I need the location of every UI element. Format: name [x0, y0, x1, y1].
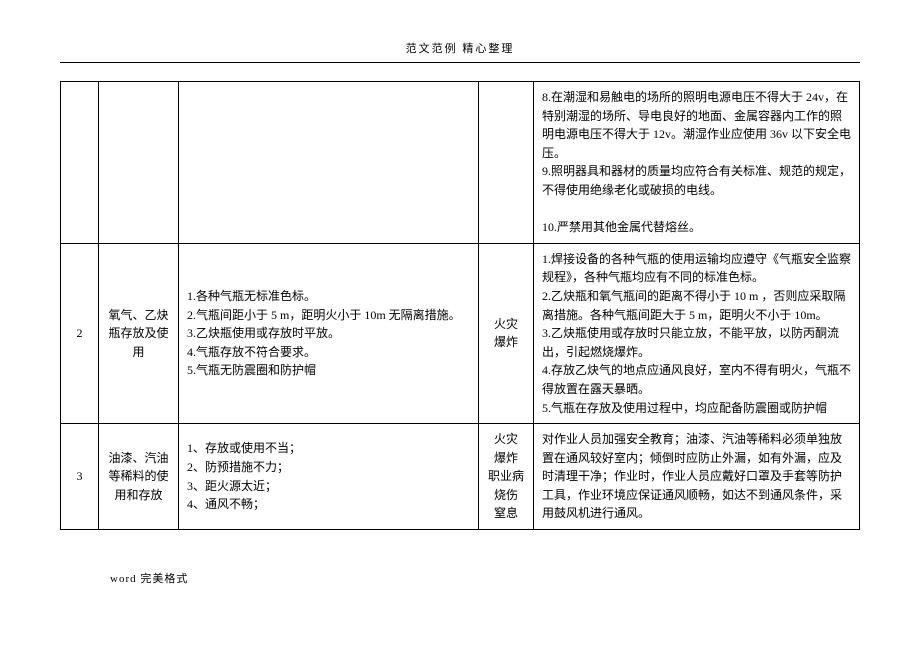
item-name — [99, 82, 179, 244]
description: 1.各种气瓶无标准色标。2.气瓶间距小于 5 m，距明火小于 10m 无隔离措施… — [179, 243, 479, 423]
description — [179, 82, 479, 244]
table-row: 3油漆、汽油等稀料的使用和存放1、存放或使用不当；2、防预措施不力；3、距火源太… — [61, 424, 860, 530]
hazard-type: 火灾爆炸 — [479, 243, 534, 423]
table-row: 2氧气、乙炔瓶存放及使用1.各种气瓶无标准色标。2.气瓶间距小于 5 m，距明火… — [61, 243, 860, 423]
hazard-table: 8.在潮湿和易触电的场所的照明电源电压不得大于 24v，在特别潮湿的场所、导电良… — [60, 81, 860, 530]
page-header: 范文范例 精心整理 — [60, 40, 860, 63]
item-name: 油漆、汽油等稀料的使用和存放 — [99, 424, 179, 530]
hazard-type — [479, 82, 534, 244]
table-row: 8.在潮湿和易触电的场所的照明电源电压不得大于 24v，在特别潮湿的场所、导电良… — [61, 82, 860, 244]
control-measure: 对作业人员加强安全教育；油漆、汽油等稀料必须单独放置在通风较好室内；倾倒时应防止… — [534, 424, 860, 530]
page-footer: word 完美格式 — [60, 570, 860, 586]
control-measure: 8.在潮湿和易触电的场所的照明电源电压不得大于 24v，在特别潮湿的场所、导电良… — [534, 82, 860, 244]
row-number — [61, 82, 99, 244]
row-number: 3 — [61, 424, 99, 530]
hazard-type: 火灾爆炸职业病烧伤窒息 — [479, 424, 534, 530]
description: 1、存放或使用不当；2、防预措施不力；3、距火源太近；4、通风不畅； — [179, 424, 479, 530]
control-measure: 1.焊接设备的各种气瓶的使用运输均应遵守《气瓶安全监察规程》，各种气瓶均应有不同… — [534, 243, 860, 423]
row-number: 2 — [61, 243, 99, 423]
item-name: 氧气、乙炔瓶存放及使用 — [99, 243, 179, 423]
